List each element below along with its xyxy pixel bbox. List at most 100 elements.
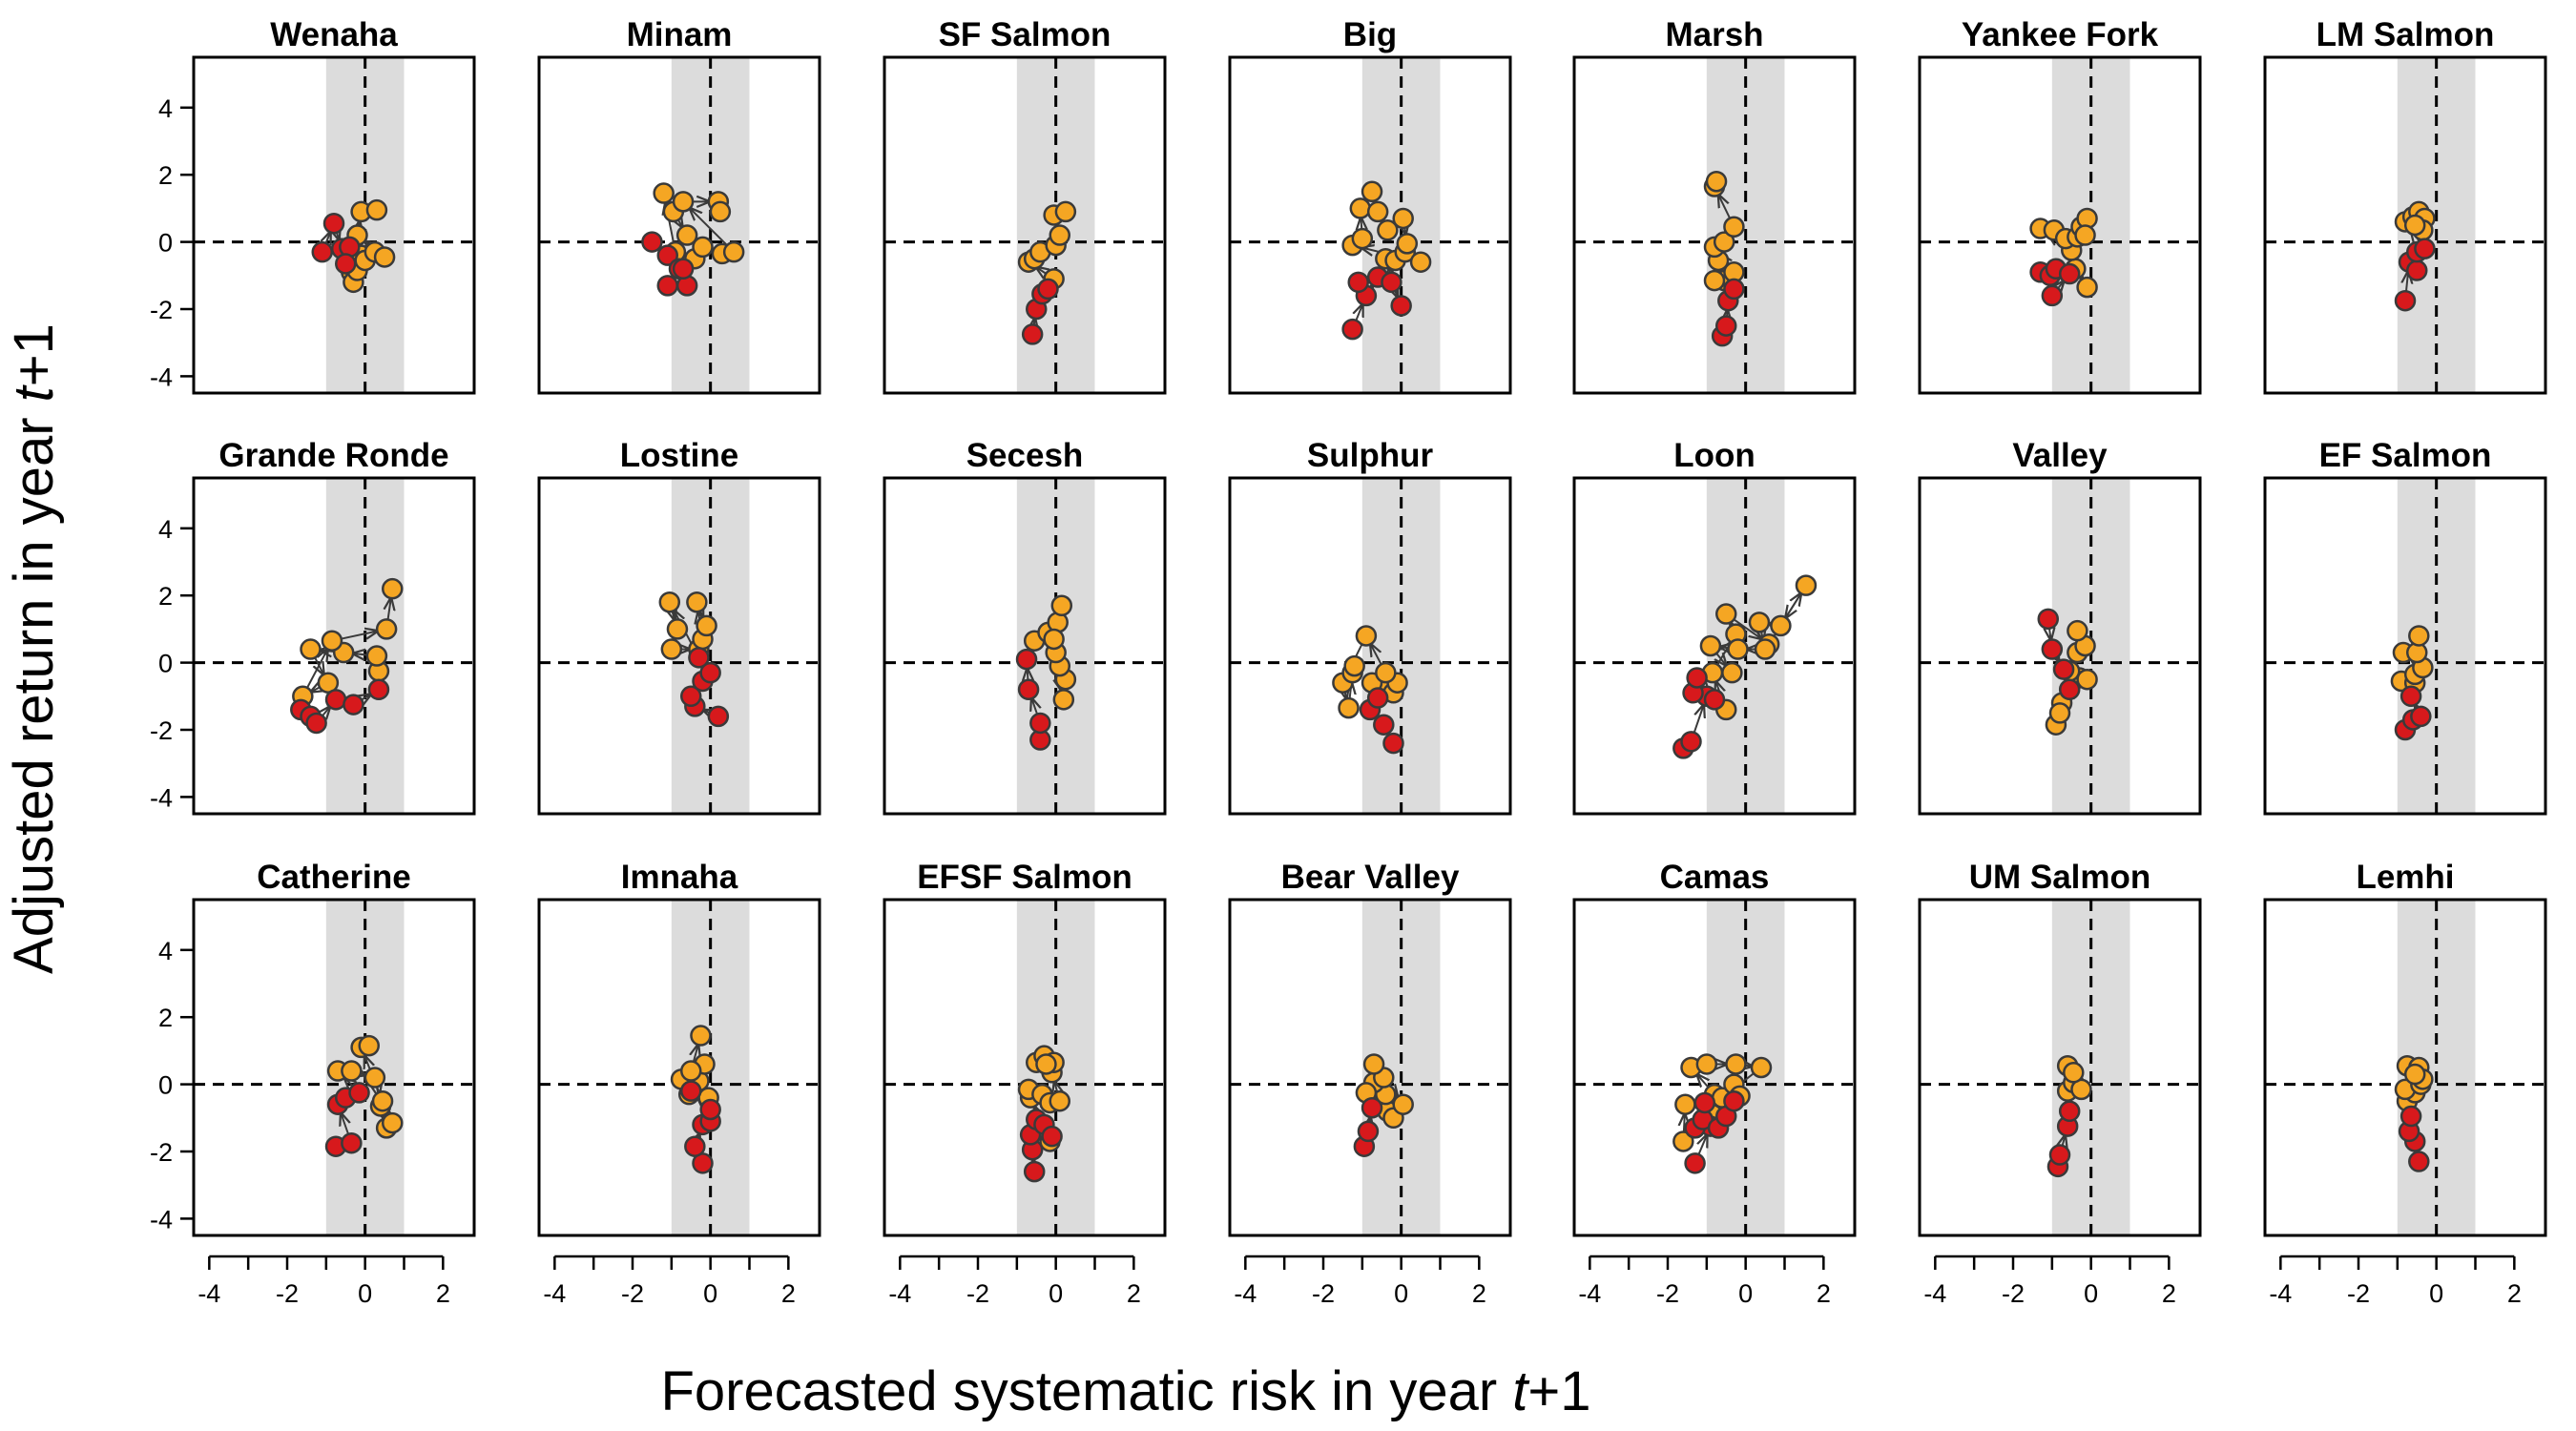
data-point (311, 240, 333, 263)
data-point (1361, 180, 1383, 203)
x-tick-label: 0 (1049, 1279, 1063, 1308)
panel-title: SF Salmon (939, 16, 1111, 53)
data-point (367, 678, 390, 701)
data-point (365, 645, 388, 667)
trajectory-arrow (1692, 705, 1703, 736)
panel-wenaha: Wenaha -4 -2 0 2 4 (150, 16, 476, 395)
y-tick-label: 0 (158, 1071, 173, 1100)
y-axis-title-offset: +1 (3, 323, 65, 386)
data-point (382, 1111, 404, 1134)
data-point (1375, 661, 1397, 684)
data-point (1347, 271, 1369, 294)
panel-title: Catherine (257, 859, 410, 896)
x-tick-label: -2 (2002, 1279, 2025, 1308)
x-tick-label: -2 (276, 1279, 299, 1308)
panel-big: Big (1228, 16, 1512, 395)
panel-frame (883, 898, 1167, 1237)
data-point (1052, 689, 1075, 711)
data-point (1021, 323, 1044, 345)
x-tick-label: 0 (358, 1279, 372, 1308)
x-tick-label: -4 (2269, 1279, 2292, 1308)
panel-valley: Valley (1918, 437, 2202, 816)
data-point (684, 1135, 706, 1157)
y-tick-label: 0 (158, 229, 173, 258)
panel-title: Big (1343, 16, 1397, 53)
data-point (1723, 216, 1745, 238)
panel-frame (537, 898, 821, 1237)
panel-frame (1572, 898, 1857, 1237)
data-point (1362, 1053, 1385, 1075)
x-tick-label: -4 (1578, 1279, 1601, 1308)
data-point (1725, 1053, 1747, 1075)
panel-title: Camas (1660, 859, 1770, 896)
x-tick-label: 0 (1738, 1279, 1753, 1308)
data-point (1409, 251, 1432, 273)
data-point (2410, 705, 2432, 728)
x-tick-label: -2 (621, 1279, 644, 1308)
data-point (641, 231, 663, 253)
trajectory-arrow (337, 632, 378, 641)
x-tick-label: -2 (1656, 1279, 1679, 1308)
panel-frame (192, 55, 476, 395)
y-tick-label: -2 (150, 296, 173, 324)
y-axis-title-var: t (3, 384, 65, 402)
data-point (2041, 284, 2064, 307)
panel-title: Loon (1673, 437, 1755, 474)
panel-lemhi: Lemhi -4 -2 0 2 (2263, 859, 2547, 1308)
data-point (1703, 269, 1726, 292)
data-point (1049, 1089, 1070, 1112)
trajectory-arrow (304, 650, 327, 692)
data-point (1355, 625, 1378, 647)
data-point (707, 705, 730, 728)
data-point (1750, 1056, 1773, 1079)
data-point (1023, 1160, 1046, 1183)
data-point (2048, 1144, 2071, 1166)
data-point (1686, 667, 1708, 689)
data-point (324, 689, 347, 711)
data-point (2076, 276, 2098, 299)
data-point (1357, 1120, 1380, 1143)
data-point (1727, 638, 1749, 660)
data-point (1721, 661, 1743, 684)
panel-um-salmon: UM Salmon -4 -2 0 2 (1918, 859, 2202, 1308)
data-point (722, 240, 745, 263)
panel-frame (2263, 55, 2547, 395)
panel-title: Marsh (1665, 16, 1763, 53)
y-tick-label: 4 (158, 937, 173, 965)
y-tick-label: -2 (150, 716, 173, 745)
data-point (2076, 668, 2098, 691)
data-point (343, 694, 364, 716)
data-point (680, 1080, 702, 1102)
data-point (2408, 625, 2430, 647)
data-point (688, 647, 710, 669)
panel-frame (1228, 476, 1512, 816)
data-point (680, 1060, 702, 1082)
panel-catherine: Catherine -4 -2 0 2 4 -4 -2 0 2 (150, 859, 476, 1308)
data-point (1050, 594, 1073, 617)
data-point (375, 618, 398, 640)
data-point (341, 1060, 363, 1082)
data-point (2052, 658, 2075, 680)
panel-lostine: Lostine (537, 437, 821, 816)
data-point (1672, 1130, 1694, 1152)
data-point (1684, 1152, 1706, 1174)
data-point (382, 577, 404, 600)
data-point (300, 638, 322, 660)
data-point (2394, 289, 2417, 312)
x-tick-label: 2 (781, 1279, 796, 1308)
panel-title: Secesh (966, 437, 1084, 474)
y-tick-label: -4 (150, 363, 173, 391)
x-tick-label: -2 (966, 1279, 989, 1308)
data-point (358, 1034, 380, 1057)
data-point (305, 712, 327, 735)
data-point (1054, 200, 1077, 223)
data-point (321, 630, 343, 652)
panel-title: LM Salmon (2316, 16, 2495, 53)
data-point (322, 212, 345, 235)
data-point (1770, 614, 1792, 637)
shaded-band (671, 57, 750, 393)
panel-frame (883, 476, 1167, 816)
data-point (1381, 271, 1402, 294)
x-tick-label: -4 (1234, 1279, 1257, 1308)
data-point (1041, 1125, 1063, 1148)
